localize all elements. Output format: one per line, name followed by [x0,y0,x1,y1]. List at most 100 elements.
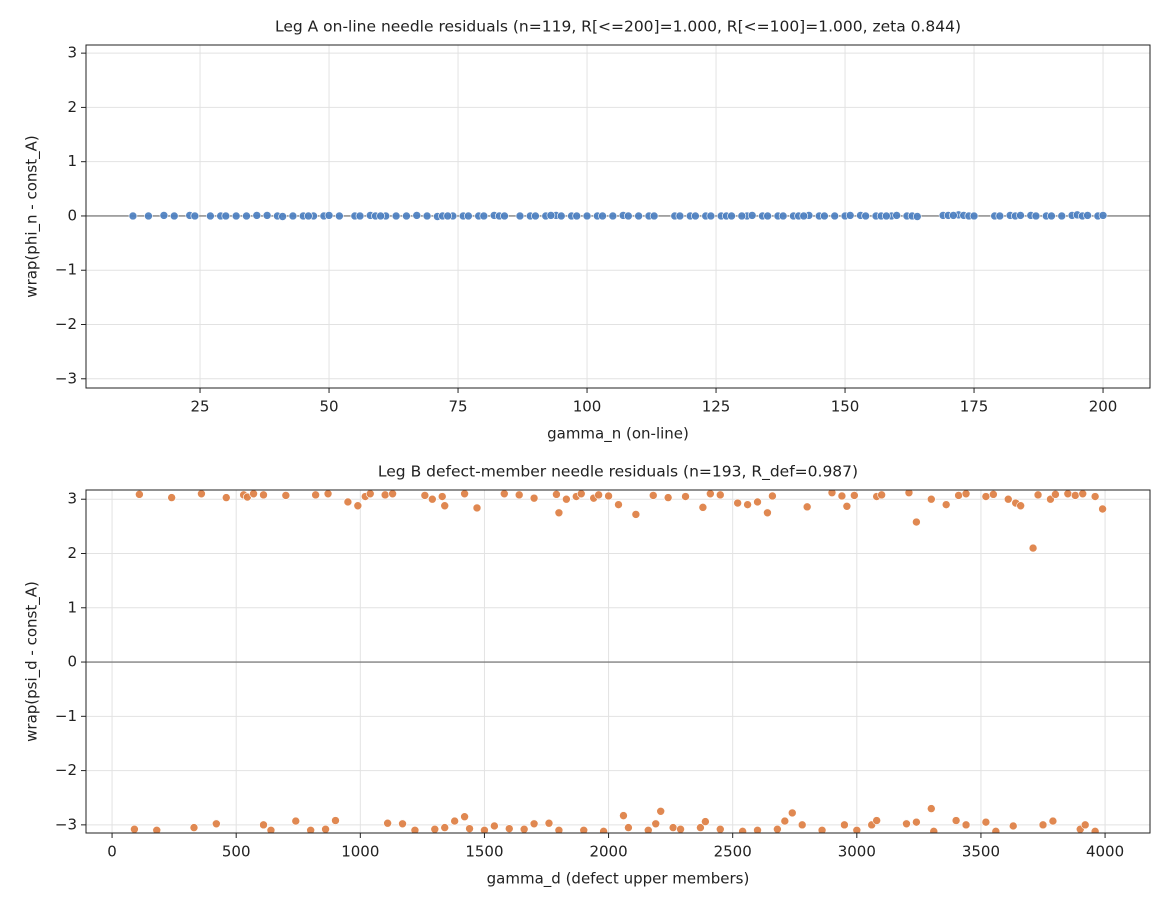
point [500,211,509,221]
point [519,824,529,833]
point [1016,211,1025,220]
point [306,825,315,833]
subplot: 0 500 1000 1500 2000 2500 3000 3500 4000 −3 −2 −1 0 1… [23,463,1151,889]
point [598,211,607,221]
point [892,211,901,220]
point [604,491,613,501]
point [206,211,215,221]
point [278,212,287,221]
point [422,211,432,221]
point [221,493,231,502]
point [398,819,407,829]
point [428,494,437,504]
point [440,501,450,511]
point [827,490,837,498]
point [1016,501,1025,511]
point [437,492,447,501]
point [1047,211,1056,221]
point [663,493,673,502]
point [701,817,710,826]
point [715,490,725,500]
point [190,211,200,221]
y-tick-label: −1 [55,261,77,279]
point [376,211,385,221]
x-tick-label: 75 [448,398,467,416]
point [1048,816,1058,826]
y-tick-label: −1 [55,707,77,725]
point [380,490,390,500]
point [281,491,291,500]
point [291,816,301,826]
point [1090,492,1100,501]
point [391,211,401,221]
point [1080,820,1090,830]
point [1033,490,1043,500]
x-tick-label: 175 [960,398,989,416]
point [515,211,525,221]
point [460,812,469,822]
point [747,211,757,220]
point [262,211,272,220]
point [738,827,747,833]
point [288,211,298,221]
y-tick-label: −2 [55,761,77,779]
x-tick-label: 25 [190,398,209,416]
point [1003,494,1013,504]
point [778,211,788,221]
point [949,211,958,220]
point [882,211,891,221]
point [845,211,855,220]
point [877,490,886,500]
point [840,820,849,830]
point [128,211,138,221]
point [572,211,582,221]
point [130,824,139,833]
point [706,490,715,499]
y-tick-label: 2 [67,544,77,562]
point [926,804,936,813]
point [135,490,144,499]
y-tick-label: 2 [67,98,77,116]
point [969,211,979,221]
point [460,490,469,499]
points [128,210,1108,221]
point [1098,504,1107,514]
x-tick-label: 100 [573,398,602,416]
point [861,211,870,221]
point [343,497,353,507]
point [902,819,911,829]
chart-title: Leg A on-line needle residuals (n=119, R… [275,18,961,36]
point [991,827,1001,833]
x-tick-label: 50 [319,398,338,416]
point [787,808,797,818]
point [872,816,881,825]
point [259,820,268,830]
point [954,491,963,500]
point [465,824,474,833]
point [321,824,330,833]
point [529,819,539,829]
point [221,211,231,221]
point [311,490,320,500]
point [1051,490,1060,499]
point [259,490,268,500]
point [926,494,936,504]
y-tick-label: 1 [67,598,77,616]
point [733,498,742,508]
point [656,806,665,816]
point [531,211,540,221]
point [450,816,459,826]
point [544,818,554,828]
point [802,502,812,512]
point [929,827,939,833]
point [212,819,221,829]
chart-title: Leg B defect-member needle residuals (n=… [378,463,858,482]
point [599,827,608,833]
point [763,211,772,221]
point [1057,211,1067,221]
point [556,211,566,221]
x-tick-label: 200 [1089,398,1118,416]
point [797,820,807,830]
point [552,490,561,499]
